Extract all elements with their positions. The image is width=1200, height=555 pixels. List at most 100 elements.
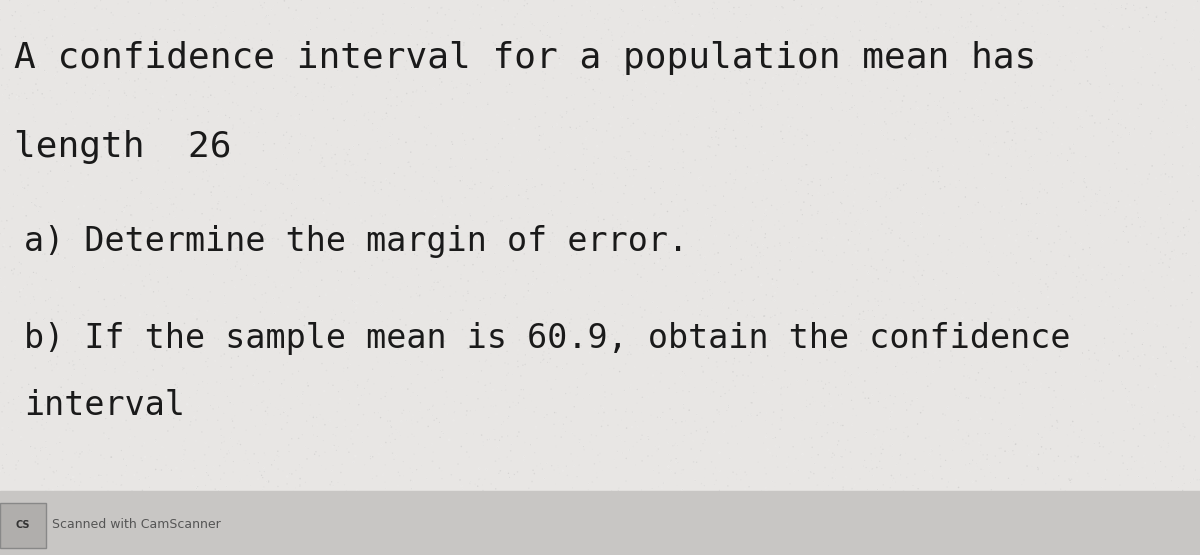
Point [479, 393, 498, 402]
Point [608, 62, 628, 70]
Point [266, 280, 286, 289]
Point [692, 362, 712, 371]
Point [492, 138, 511, 147]
Point [14, 148, 34, 157]
Point [468, 253, 487, 261]
Point [457, 391, 476, 400]
Point [719, 481, 738, 490]
Point [1081, 80, 1100, 89]
Point [1091, 183, 1110, 191]
Point [842, 79, 862, 88]
Point [392, 408, 412, 417]
Point [386, 225, 406, 234]
Point [830, 280, 850, 289]
Point [394, 389, 413, 398]
Point [211, 475, 230, 483]
Point [613, 321, 632, 330]
Point [136, 405, 155, 414]
Point [385, 29, 404, 38]
Point [932, 125, 952, 134]
Point [55, 166, 74, 175]
Point [632, 4, 652, 13]
Point [89, 276, 108, 285]
Point [1174, 249, 1193, 258]
Point [49, 0, 68, 6]
Point [427, 62, 446, 71]
Point [790, 174, 809, 183]
Point [186, 416, 205, 425]
Point [67, 152, 86, 160]
Point [634, 228, 653, 236]
Point [918, 349, 937, 358]
Point [4, 395, 23, 404]
Point [382, 421, 401, 430]
Point [232, 65, 251, 74]
Point [832, 74, 851, 83]
Point [823, 468, 842, 477]
Point [802, 214, 821, 223]
Point [916, 462, 935, 471]
Point [458, 287, 478, 296]
Point [649, 445, 668, 453]
Point [962, 316, 982, 325]
Point [379, 431, 398, 440]
Point [1153, 97, 1172, 105]
Point [0, 243, 12, 251]
Point [380, 178, 400, 187]
Point [602, 31, 622, 39]
Point [1019, 228, 1038, 236]
Point [224, 315, 244, 324]
Point [414, 173, 433, 181]
Point [301, 57, 320, 66]
Point [661, 329, 680, 338]
Point [535, 330, 554, 339]
Point [548, 273, 568, 281]
Point [191, 148, 210, 157]
Point [935, 209, 954, 218]
Point [703, 213, 722, 222]
Point [437, 59, 456, 68]
Point [1145, 476, 1164, 485]
Point [689, 301, 708, 310]
Point [0, 98, 13, 107]
Point [672, 97, 691, 105]
Point [515, 452, 534, 461]
Point [755, 245, 774, 254]
Point [156, 302, 175, 311]
Point [727, 371, 746, 380]
Point [1003, 17, 1022, 26]
Point [821, 401, 840, 410]
Point [918, 230, 937, 239]
Point [880, 49, 899, 58]
Point [602, 28, 622, 37]
Point [401, 292, 420, 301]
Point [65, 394, 84, 403]
Point [366, 185, 385, 194]
Point [836, 219, 856, 228]
Point [606, 352, 625, 361]
Point [149, 286, 168, 295]
Point [894, 435, 913, 444]
Point [1142, 53, 1162, 62]
Point [410, 290, 430, 299]
Point [245, 206, 264, 215]
Point [82, 318, 101, 327]
Point [172, 467, 191, 476]
Point [666, 0, 685, 7]
Point [378, 406, 397, 415]
Point [848, 364, 868, 372]
Point [1060, 143, 1079, 152]
Point [678, 421, 697, 430]
Point [966, 183, 985, 192]
Point [1036, 480, 1055, 488]
Point [388, 336, 407, 345]
Point [611, 234, 630, 243]
Point [299, 297, 318, 306]
Point [894, 487, 913, 496]
Point [743, 198, 762, 207]
Point [587, 431, 606, 440]
Point [1073, 438, 1092, 447]
Point [216, 375, 235, 384]
Point [662, 415, 682, 424]
Point [576, 78, 595, 87]
